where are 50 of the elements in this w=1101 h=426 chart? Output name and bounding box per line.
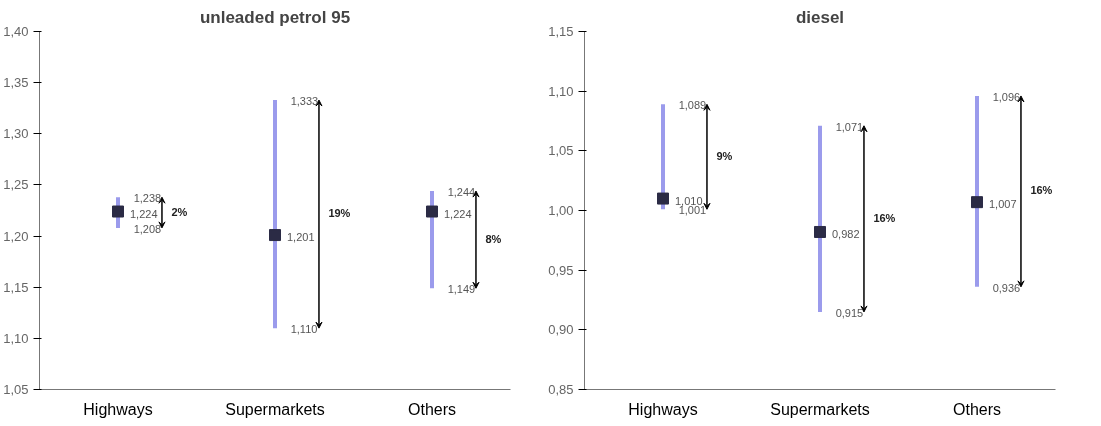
annotation: 16% [873, 211, 896, 224]
annotation: 8% [485, 232, 502, 245]
annotation: 1,071 [835, 120, 864, 133]
x-tick-label: Others [407, 400, 457, 418]
y-tick-label: 0,85 [548, 382, 574, 397]
x-tick-label: Supermarkets [770, 400, 870, 418]
data-label: 1,010 [675, 194, 703, 207]
annotation: 16% [1030, 184, 1053, 197]
data-label: 0,982 [832, 227, 860, 240]
annotation: 1,096 [992, 90, 1021, 103]
y-tick-label: 1,15 [3, 279, 29, 295]
chart-title: diesel [795, 7, 845, 27]
annotation: 2% [171, 205, 188, 218]
y-tick-label: 1,10 [548, 83, 574, 99]
annotation: 1,244 [447, 186, 476, 199]
chart-title: unleaded petrol 95 [199, 7, 351, 27]
point [657, 192, 669, 205]
x-tick-label: Supermarkets [225, 400, 325, 418]
data-label: 1,224 [130, 207, 158, 220]
data-label: 1,201 [287, 231, 315, 244]
annotation: 19% [328, 207, 351, 220]
annotation: 0,936 [992, 281, 1021, 294]
y-tick-label: 1,20 [3, 228, 29, 244]
y-tick-label: 1,10 [3, 330, 29, 346]
y-tick-label: 0,95 [548, 262, 574, 278]
y-tick-label: 1,35 [3, 75, 29, 91]
data-label: 1,007 [989, 198, 1017, 211]
annotation: 1,238 [133, 192, 162, 205]
y-tick-label: 1,00 [548, 203, 574, 218]
y-tick-label: 1,25 [3, 177, 29, 193]
x-tick-label: Highways [628, 400, 698, 418]
annotation: 1,333 [290, 95, 319, 108]
x-tick-label: Others [952, 400, 1002, 418]
y-tick-label: 0,90 [548, 322, 574, 338]
annotation: 1,089 [678, 99, 707, 112]
annotation: 1,149 [447, 283, 476, 296]
point [971, 196, 983, 209]
y-tick-label: 1,30 [3, 126, 29, 142]
annotation: 1,110 [290, 323, 318, 336]
point [814, 225, 826, 238]
data-label: 1,224 [444, 207, 472, 220]
y-tick-label: 1,40 [3, 24, 29, 39]
annotation: 0,915 [835, 306, 864, 319]
annotation: 1,208 [133, 222, 162, 235]
y-tick-label: 1,05 [3, 382, 29, 397]
y-tick-label: 1,05 [548, 143, 574, 159]
annotation: 9% [716, 149, 733, 162]
x-tick-label: Highways [83, 400, 153, 418]
annotation: 1,001 [678, 204, 707, 217]
y-tick-label: 1,15 [548, 24, 574, 39]
